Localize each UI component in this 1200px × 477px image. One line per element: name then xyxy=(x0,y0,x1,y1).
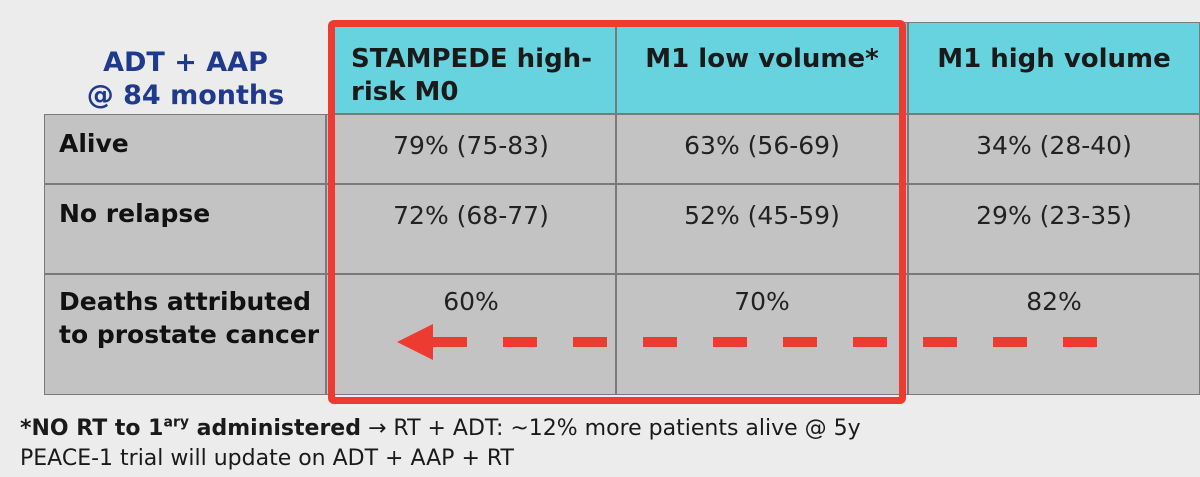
footnote-rt-superscript: ary xyxy=(163,414,189,431)
footnote-rt-rest: → RT + ADT: ~12% more patients alive @ 5… xyxy=(360,416,861,441)
cell-alive-m1-high: 34% (28-40) xyxy=(908,114,1200,184)
header-m1-high-volume: M1 high volume xyxy=(908,22,1200,114)
corner-title-line1: ADT + AAP xyxy=(103,47,268,78)
footnote-rt: *NO RT to 1ary administered → RT + ADT: … xyxy=(20,416,861,442)
row-label-alive: Alive xyxy=(44,114,326,184)
footnote-rt-bold-end: administered xyxy=(188,416,361,441)
row-label-deaths-prostate-cancer: Deaths attributed to prostate cancer xyxy=(44,274,326,395)
cell-no-relapse-stampede: 72% (68-77) xyxy=(326,184,616,274)
footnote-rt-bold: *NO RT to 1 xyxy=(20,416,164,441)
cell-deaths-m1-high: 82% xyxy=(908,274,1200,395)
cell-deaths-m1-low: 70% xyxy=(616,274,908,395)
header-m1-low-volume: M1 low volume* xyxy=(616,22,908,114)
corner-title: ADT + AAP @ 84 months xyxy=(48,46,323,112)
cell-alive-stampede: 79% (75-83) xyxy=(326,114,616,184)
footnote-peace1: PEACE-1 trial will update on ADT + AAP +… xyxy=(20,446,514,471)
cell-no-relapse-m1-high: 29% (23-35) xyxy=(908,184,1200,274)
cell-alive-m1-low: 63% (56-69) xyxy=(616,114,908,184)
corner-title-line2: @ 84 months xyxy=(86,80,285,111)
dashed-left-arrow-icon xyxy=(397,324,1117,360)
cell-deaths-stampede: 60% xyxy=(326,274,616,395)
row-label-no-relapse: No relapse xyxy=(44,184,326,274)
header-stampede-high-risk-m0: STAMPEDE high-risk M0 xyxy=(334,22,616,114)
cell-no-relapse-m1-low: 52% (45-59) xyxy=(616,184,908,274)
arrow-head xyxy=(397,324,433,360)
